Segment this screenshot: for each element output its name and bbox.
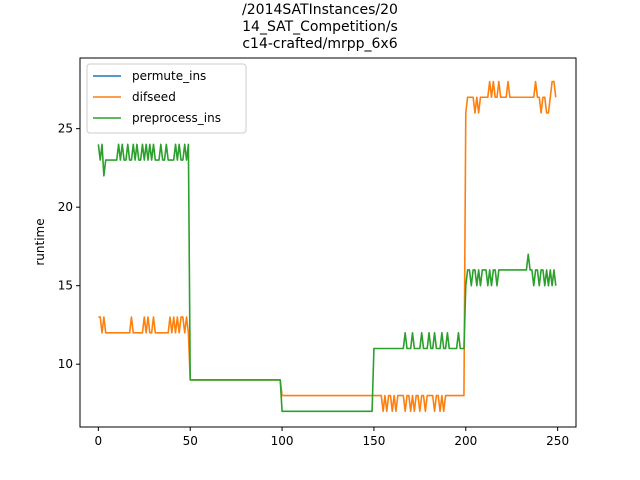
chart-title-line: c14-crafted/mrpp_6x6 [242,36,397,52]
legend-label: permute_ins [132,69,206,83]
y-tick-label: 25 [58,122,73,136]
x-tick-label: 200 [454,434,477,448]
plot-frame [79,57,577,428]
x-tick-label: 50 [183,434,198,448]
y-tick-label: 10 [58,357,73,371]
legend-label: preprocess_ins [132,111,221,125]
x-tick-label: 250 [546,434,569,448]
legend-box [86,63,247,134]
chart-title-line: 14_SAT_Competition/s [242,19,398,35]
y-axis: 10 15 20 25 [58,122,80,371]
chart-title: /2014SATInstances/2014_SAT_Competition/s… [242,2,398,52]
x-tick-label: 150 [362,434,385,448]
series-lines [97,80,557,413]
x-axis: 0 50 100 150 200 250 [95,427,569,448]
series-line-difseed [98,80,557,413]
y-tick-label: 20 [58,200,73,214]
y-tick-label: 15 [58,279,73,293]
legend-label: difseed [132,90,176,104]
chart-title-line: /2014SATInstances/20 [242,2,398,18]
y-axis-label: runtime [33,218,47,265]
x-tick-label: 100 [271,434,294,448]
x-tick-label: 0 [95,434,103,448]
series-line-preprocess-ins [97,143,557,413]
